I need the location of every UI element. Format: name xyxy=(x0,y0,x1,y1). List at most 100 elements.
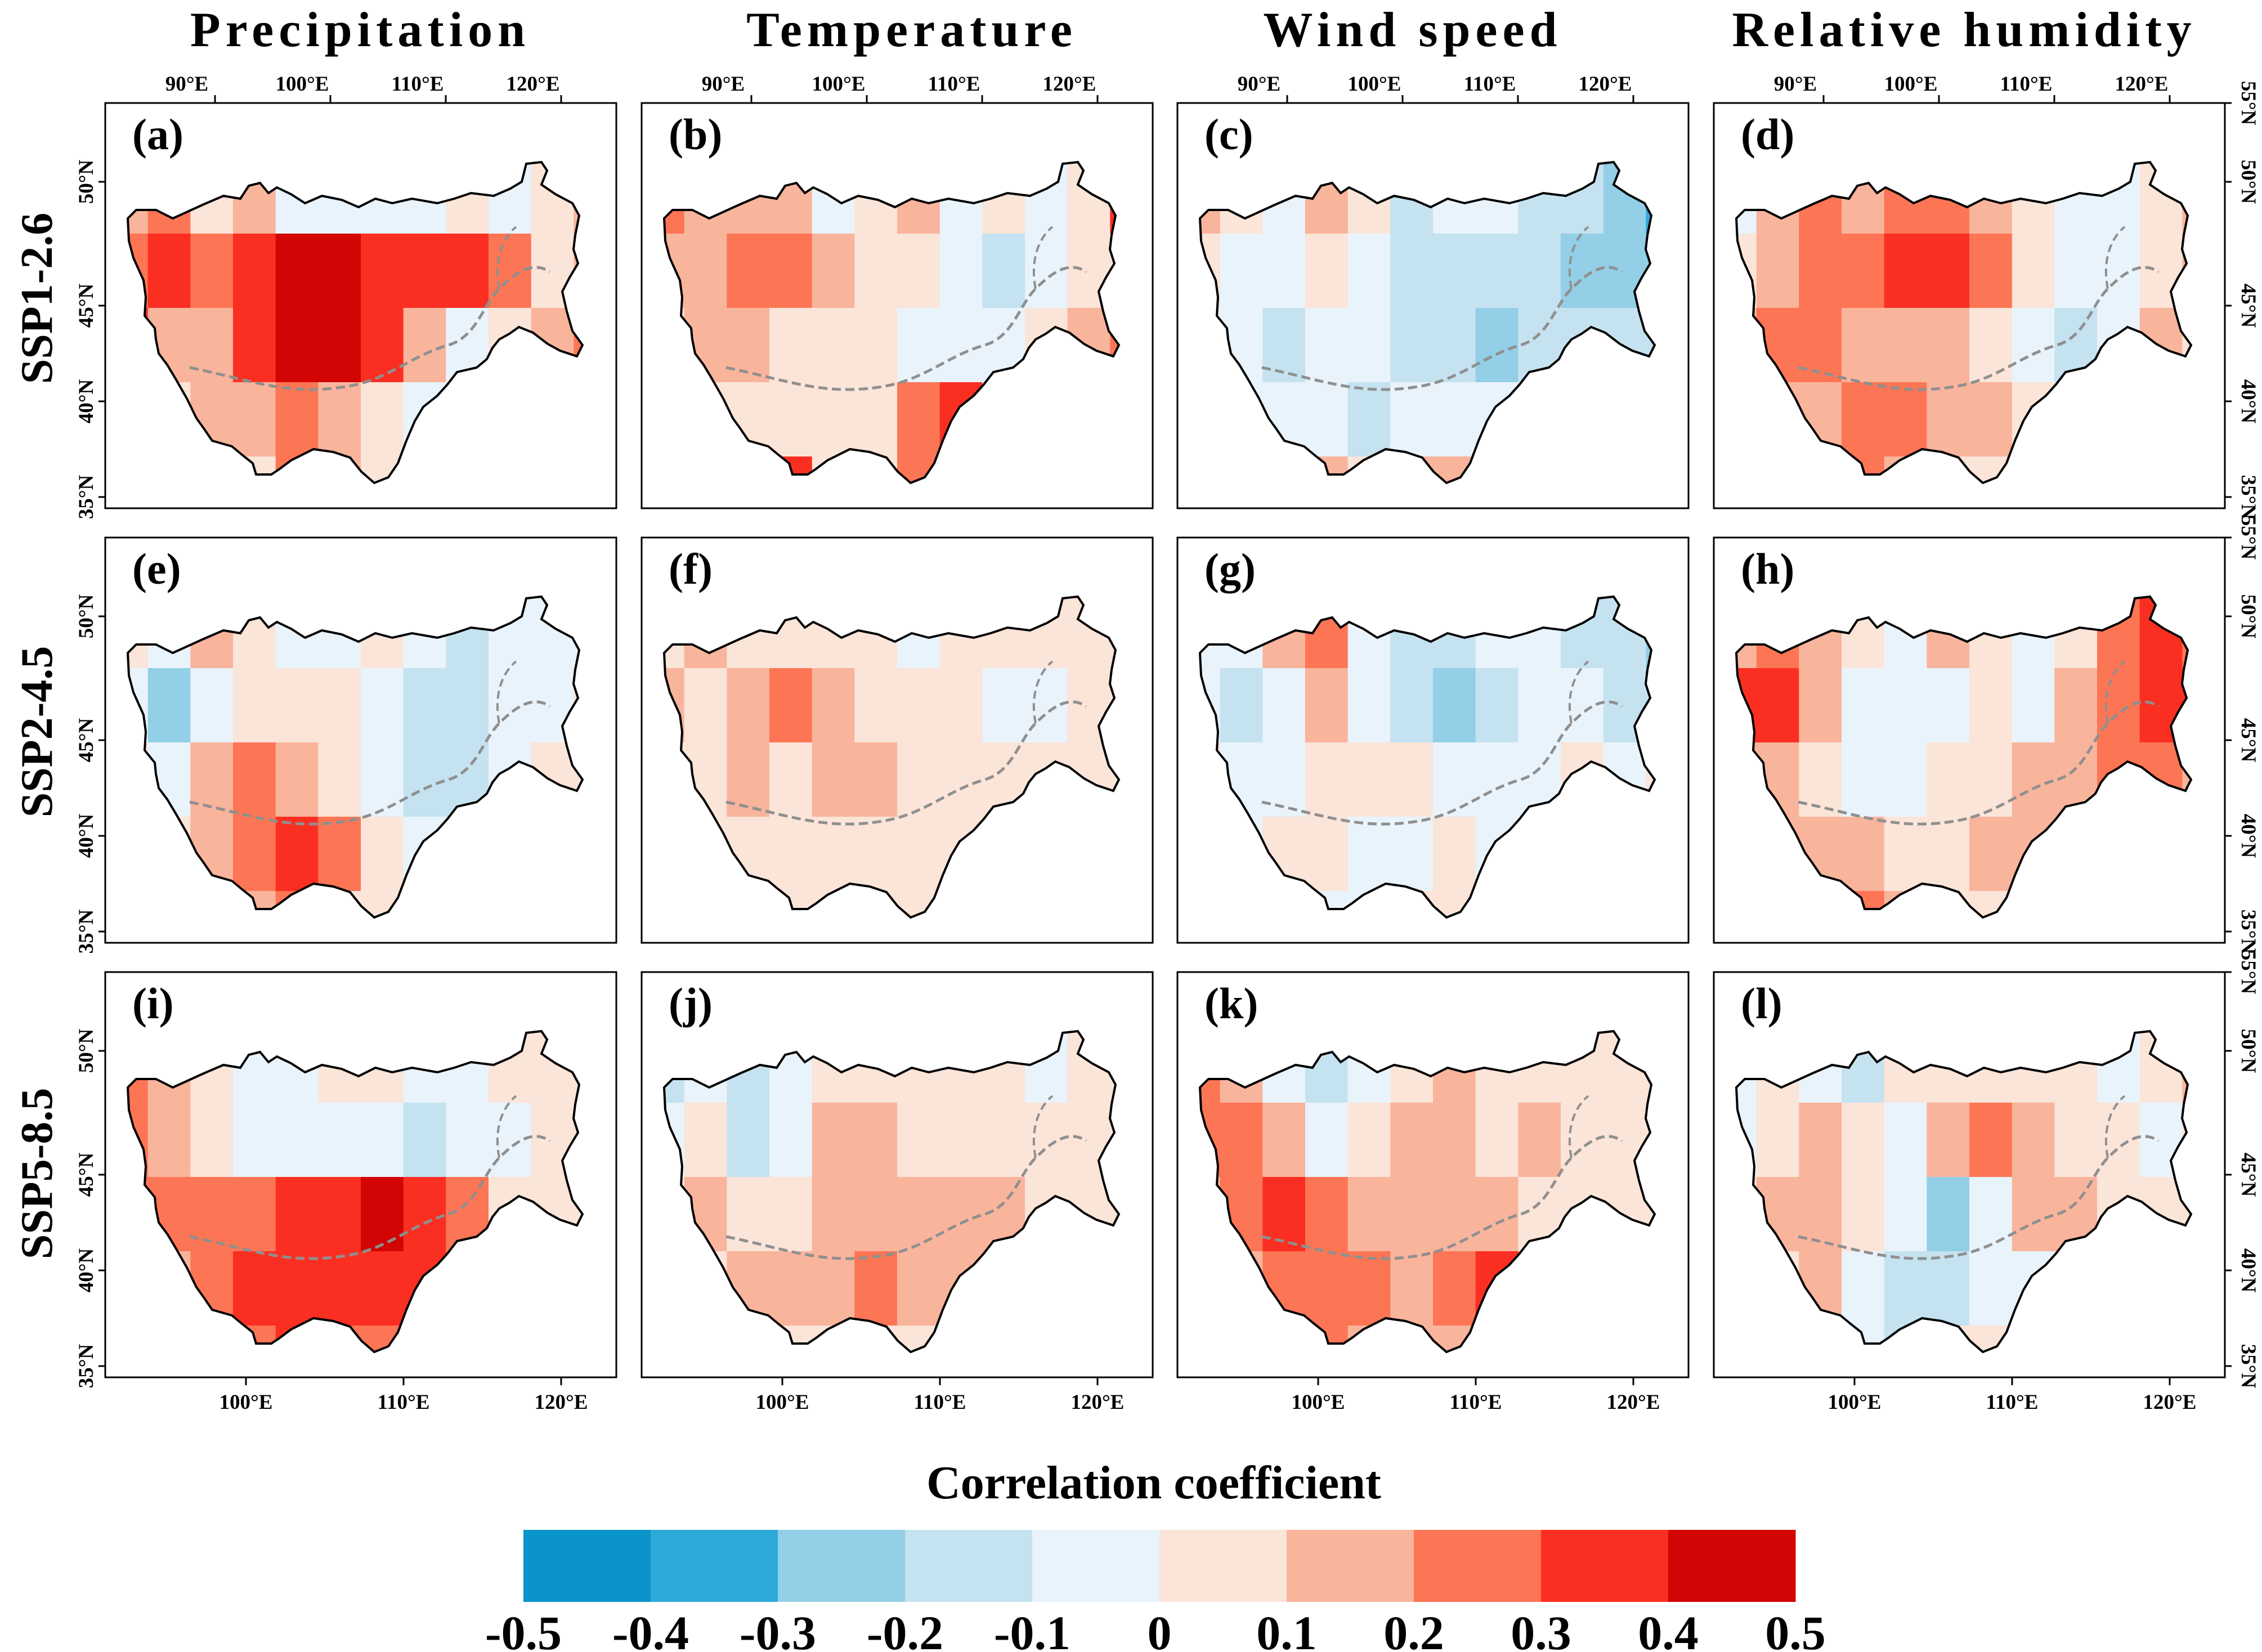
river-line xyxy=(189,700,551,826)
grid-cell xyxy=(275,742,319,817)
grid-cell xyxy=(1025,668,1068,743)
river-line xyxy=(1798,266,2160,391)
grid-cell xyxy=(1390,742,1434,817)
colorbar-segment xyxy=(905,1530,1033,1602)
river-line xyxy=(1261,1135,1623,1260)
lat-tick-label: 50°N xyxy=(75,159,98,204)
grid-cell xyxy=(1884,1103,1928,1178)
grid-cell xyxy=(1305,308,1349,383)
colorbar-tick-label: -0.3 xyxy=(740,1606,816,1652)
colorbar-tick-label: 0.4 xyxy=(1638,1606,1699,1652)
grid-cell xyxy=(769,234,813,308)
grid-cell xyxy=(982,668,1025,743)
grid-cell xyxy=(1884,382,1928,457)
grid-cell xyxy=(1756,1103,1800,1178)
grid-cell xyxy=(1347,668,1391,743)
lat-tick-label: 35°N xyxy=(2237,910,2260,954)
grid-cell xyxy=(897,742,940,817)
grid-cell xyxy=(361,1177,404,1252)
grid-cell xyxy=(361,234,404,308)
grid-cell xyxy=(812,1177,855,1252)
grid-cell xyxy=(1347,1177,1391,1252)
grid-cell xyxy=(147,1103,191,1178)
river-line xyxy=(2104,660,2126,724)
grid-cell xyxy=(897,1177,940,1252)
grid-cell xyxy=(1305,817,1349,892)
lon-tick-label: 120°E xyxy=(535,1391,588,1414)
colorbar-segment xyxy=(1032,1530,1160,1602)
grid-cell xyxy=(727,1177,770,1252)
grid-cell xyxy=(1305,742,1349,817)
lat-tick-label: 45°N xyxy=(75,283,98,328)
grid-cell xyxy=(1799,234,1842,308)
grid-cell xyxy=(812,1103,855,1178)
grid-cell xyxy=(769,308,813,383)
grid-cell xyxy=(1561,234,1604,308)
grid-cell xyxy=(489,234,532,308)
lon-tick-label: 110°E xyxy=(1464,73,1516,96)
grid-cell xyxy=(1305,382,1349,457)
colorbar-segment xyxy=(651,1530,778,1602)
grid-cell xyxy=(1927,308,1970,383)
grid-cell xyxy=(2012,234,2055,308)
river-line xyxy=(189,266,551,391)
grid-cell xyxy=(1433,1103,1476,1178)
grid-cell xyxy=(446,668,489,743)
colorbar-tick-label: 0.5 xyxy=(1765,1606,1826,1652)
lon-tick-label: 90°E xyxy=(1774,73,1817,96)
grid-cell xyxy=(1347,308,1391,383)
lon-tick-label: 120°E xyxy=(2115,73,2169,96)
colorbar-tick-label: -0.1 xyxy=(994,1606,1070,1652)
grid-cell xyxy=(2012,308,2055,383)
grid-cell xyxy=(361,1251,404,1326)
grid-cell xyxy=(1305,1251,1349,1326)
map-panel: (c) 90°E 100°E 110°E 120°E xyxy=(1176,73,1690,509)
lat-tick-label: 50°N xyxy=(75,594,98,638)
lon-tick-label: 120°E xyxy=(507,73,560,96)
grid-cell xyxy=(403,234,447,308)
grid-cell xyxy=(233,1251,276,1326)
map-panel: (f) xyxy=(640,536,1154,944)
lat-tick-label: 45°N xyxy=(2237,284,2260,328)
map-panel: (a) 90°E 100°E 110°E 120°E 50°N 45°N 40°N 35°N xyxy=(75,73,617,519)
map-panel: (h) 55°N 50°N 45°N 40°N 35°N xyxy=(1713,516,2260,954)
panel-label: (h) xyxy=(1741,544,1794,593)
grid-cell xyxy=(318,817,361,892)
grid-cell xyxy=(403,742,447,817)
grid-cell xyxy=(2097,234,2140,308)
colorbar-title: Correlation coefficient xyxy=(926,1457,1381,1509)
grid-cell xyxy=(1969,382,2013,457)
grid-cell xyxy=(1305,1177,1349,1252)
grid-cell xyxy=(684,1103,728,1178)
grid-cell xyxy=(1390,1177,1434,1252)
grid-cell xyxy=(233,742,276,817)
grid-cell xyxy=(897,308,940,383)
grid-cell xyxy=(727,234,770,308)
river-line xyxy=(496,1095,517,1158)
lon-tick-label: 120°E xyxy=(1071,1391,1125,1414)
lon-tick-label: 120°E xyxy=(1579,73,1632,96)
grid-cell xyxy=(275,1103,319,1178)
grid-cell xyxy=(1347,1251,1391,1326)
grid-cell xyxy=(1433,308,1476,383)
lon-tick-label: 90°E xyxy=(702,73,745,96)
grid-cell xyxy=(1433,382,1476,457)
lon-tick-label: 100°E xyxy=(1828,1391,1882,1414)
grid-cell xyxy=(2054,1103,2098,1178)
grid-cell xyxy=(1390,668,1434,743)
lat-tick-label: 40°N xyxy=(75,379,98,423)
grid-cell xyxy=(1561,668,1604,743)
lon-tick-label: 100°E xyxy=(1884,73,1938,96)
grid-cell xyxy=(1969,668,2013,743)
grid-cell xyxy=(1025,234,1068,308)
lat-tick-label: 40°N xyxy=(75,1248,98,1292)
lon-tick-label: 100°E xyxy=(1292,1391,1345,1414)
grid-cell xyxy=(2054,668,2098,743)
grid-cell xyxy=(1220,1103,1264,1178)
column-title: Temperature xyxy=(746,3,1077,57)
grid-cell xyxy=(233,382,276,457)
grid-cell xyxy=(1927,382,1970,457)
grid-cell xyxy=(1390,308,1434,383)
grid-cell xyxy=(318,234,361,308)
grid-cell xyxy=(489,1103,532,1178)
